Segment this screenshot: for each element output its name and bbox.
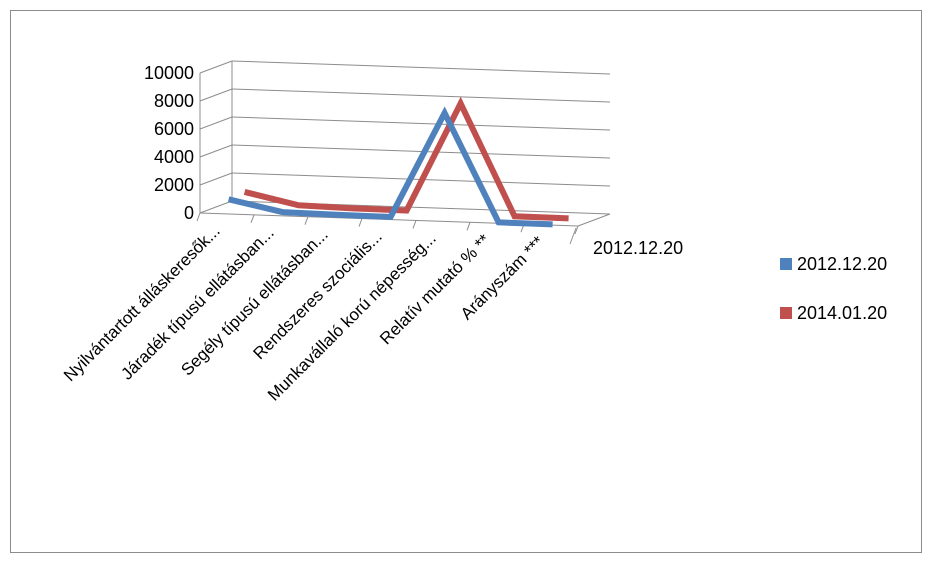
- legend-item-1: 2012.12.20: [780, 254, 887, 274]
- x-tick-mark: [466, 222, 471, 231]
- depth-axis-label: 2012.12.20: [593, 238, 683, 258]
- x-tick-mark: [304, 216, 309, 225]
- y-tick-label: 8000: [154, 91, 194, 111]
- floor-right-edge: [577, 213, 611, 227]
- x-tick-mark: [196, 212, 201, 222]
- side-gridline: [199, 116, 233, 130]
- side-gridline: [199, 144, 233, 158]
- series-line-2: [243, 96, 569, 222]
- side-gridline: [199, 200, 233, 214]
- gridline: [231, 60, 611, 75]
- x-tick-mark: [358, 218, 363, 227]
- side-gridline: [199, 172, 233, 186]
- side-gridline: [199, 88, 233, 102]
- gridline: [231, 88, 611, 103]
- y-tick-label: 10000: [144, 63, 194, 83]
- side-gridline: [199, 60, 233, 74]
- legend-item-2: 2014.01.20: [780, 303, 887, 323]
- legend-label-1: 2012.12.20: [797, 254, 887, 274]
- gridline: [231, 116, 611, 131]
- y-tick-label: 2000: [154, 175, 194, 195]
- y-tick-label: 6000: [154, 119, 194, 139]
- chart-series: [227, 96, 569, 228]
- legend-label-2: 2014.01.20: [797, 303, 887, 323]
- y-axis-ticks: 10000 8000 6000 4000 2000 0: [144, 63, 194, 223]
- gridline: [231, 144, 611, 159]
- x-tick-mark: [574, 225, 579, 235]
- x-tick-mark: [412, 220, 417, 229]
- legend: 2012.12.20 2014.01.20: [780, 254, 887, 323]
- depth-axis-line: [569, 227, 577, 245]
- x-tick-mark: [250, 214, 255, 224]
- x-axis-category-labels: Nyilvántartott álláskeresők...Járadék tí…: [60, 221, 548, 404]
- series-line-1: [227, 106, 553, 228]
- y-tick-label: 0: [184, 203, 194, 223]
- legend-swatch-1: [780, 258, 792, 270]
- y-tick-label: 4000: [154, 147, 194, 167]
- legend-swatch-2: [780, 307, 792, 319]
- chart-frame: [10, 10, 922, 553]
